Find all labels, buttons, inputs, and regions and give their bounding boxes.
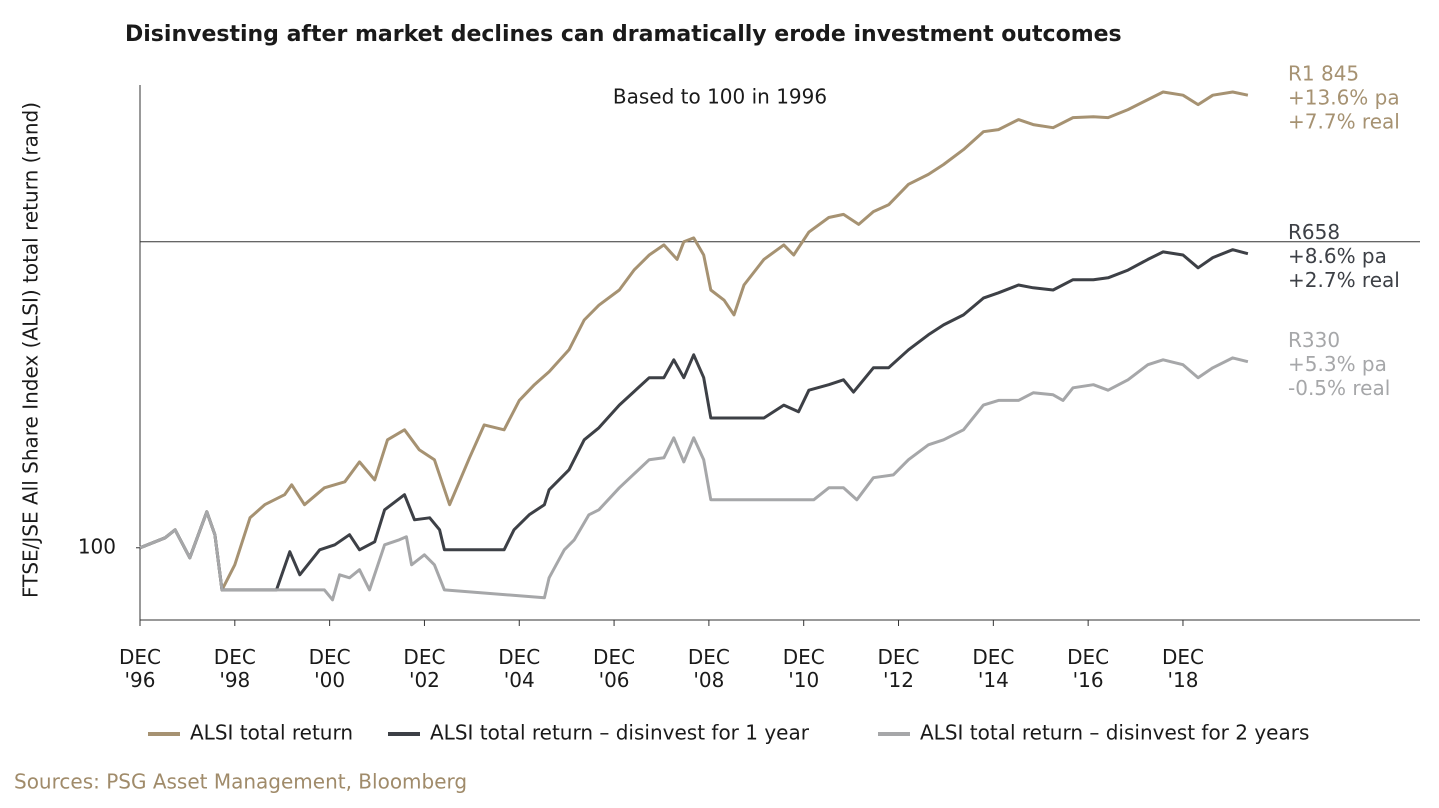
end-label: R330 <box>1288 328 1340 352</box>
series-line <box>139 248 1249 592</box>
series-line <box>139 356 1249 602</box>
x-tick-label: DEC '10 <box>782 645 825 692</box>
chart-title: Disinvesting after market declines can d… <box>125 22 1122 47</box>
x-tick-label: DEC '02 <box>403 645 446 692</box>
y-tick-label: 100 <box>78 534 116 558</box>
x-tick-label: DEC '96 <box>118 645 161 692</box>
x-tick-label: DEC '14 <box>972 645 1015 692</box>
legend-label: ALSI total return <box>190 721 353 745</box>
source: Sources: PSG Asset Management, Bloomberg <box>14 770 467 794</box>
x-tick-label: DEC '16 <box>1067 645 1110 692</box>
end-label: +7.7% real <box>1288 110 1400 134</box>
end-label: +13.6% pa <box>1288 86 1400 110</box>
x-tick-label: DEC '08 <box>687 645 730 692</box>
legend-label: ALSI total return – disinvest for 2 year… <box>920 721 1309 745</box>
end-label: R658 <box>1288 220 1340 244</box>
y-axis-label: FTSE/JSE All Share Index (ALSI) total re… <box>19 102 43 598</box>
end-label: R1 845 <box>1288 62 1359 86</box>
end-label: +8.6% pa <box>1288 244 1387 268</box>
legend-label: ALSI total return – disinvest for 1 year <box>430 721 810 745</box>
end-label: +2.7% real <box>1288 268 1400 292</box>
x-tick-label: DEC '04 <box>498 645 541 692</box>
end-label: +5.3% pa <box>1288 352 1387 376</box>
x-tick-label: DEC '12 <box>877 645 920 692</box>
x-tick-label: DEC '98 <box>213 645 256 692</box>
series-line <box>139 90 1249 592</box>
subtitle: Based to 100 in 1996 <box>613 85 827 109</box>
x-tick-label: DEC '00 <box>308 645 351 692</box>
x-tick-label: DEC '06 <box>593 645 636 692</box>
end-label: -0.5% real <box>1288 376 1390 400</box>
x-tick-label: DEC '18 <box>1161 645 1204 692</box>
